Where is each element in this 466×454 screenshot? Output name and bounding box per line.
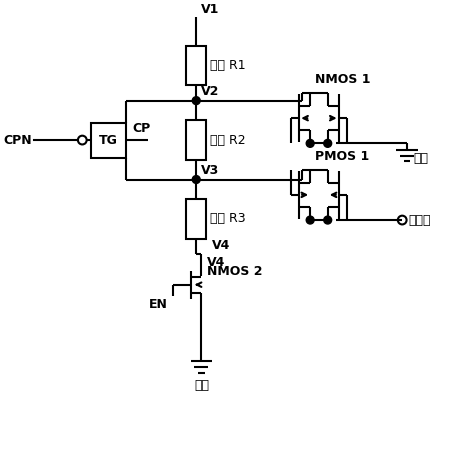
Circle shape <box>306 139 314 147</box>
Text: 地线: 地线 <box>413 152 428 165</box>
Bar <box>186 46 206 85</box>
Text: NMOS 2: NMOS 2 <box>207 265 262 278</box>
Text: 电源线: 电源线 <box>409 213 431 227</box>
Text: V3: V3 <box>200 164 219 178</box>
Bar <box>186 120 206 160</box>
Bar <box>91 123 126 158</box>
Text: V2: V2 <box>200 85 219 99</box>
Text: V1: V1 <box>200 4 219 16</box>
Text: CPN: CPN <box>3 133 32 147</box>
Text: V4: V4 <box>207 256 225 269</box>
Bar <box>186 199 206 239</box>
Text: NMOS 1: NMOS 1 <box>315 74 370 86</box>
Text: 电阻 R2: 电阻 R2 <box>210 133 246 147</box>
Text: 电阻 R1: 电阻 R1 <box>210 59 246 72</box>
Circle shape <box>192 176 200 183</box>
Text: PMOS 1: PMOS 1 <box>315 150 369 163</box>
Circle shape <box>324 216 332 224</box>
Text: TG: TG <box>99 133 118 147</box>
Text: V4: V4 <box>212 239 230 252</box>
Circle shape <box>324 139 332 147</box>
Circle shape <box>192 97 200 104</box>
Text: 地线: 地线 <box>194 379 209 392</box>
Text: 电阻 R3: 电阻 R3 <box>210 212 246 226</box>
Text: CP: CP <box>133 122 151 135</box>
Text: EN: EN <box>149 298 168 311</box>
Circle shape <box>306 216 314 224</box>
